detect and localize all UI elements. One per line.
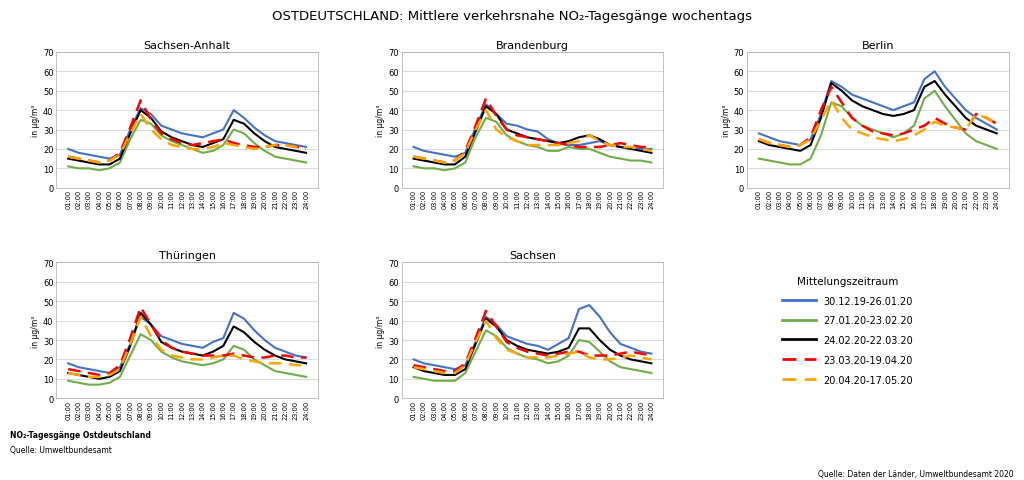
- Y-axis label: in µg/m³: in µg/m³: [31, 314, 40, 347]
- Title: Brandenburg: Brandenburg: [496, 41, 569, 50]
- Y-axis label: in µg/m³: in µg/m³: [377, 314, 385, 347]
- Text: OSTDEUTSCHLAND: Mittlere verkehrsnahe NO₂-Tagesgänge wochentags: OSTDEUTSCHLAND: Mittlere verkehrsnahe NO…: [272, 10, 752, 23]
- Title: Berlin: Berlin: [861, 41, 894, 50]
- Title: Sachsen: Sachsen: [509, 251, 556, 261]
- Text: Quelle: Daten der Länder, Umweltbundesamt 2020: Quelle: Daten der Länder, Umweltbundesam…: [818, 468, 1014, 478]
- Y-axis label: in µg/m³: in µg/m³: [377, 105, 385, 137]
- Title: Thüringen: Thüringen: [159, 251, 216, 261]
- Title: Sachsen-Anhalt: Sachsen-Anhalt: [143, 41, 230, 50]
- Text: NO₂-Tagesgänge Ostdeutschland: NO₂-Tagesgänge Ostdeutschland: [10, 430, 152, 439]
- Y-axis label: in µg/m³: in µg/m³: [722, 105, 731, 137]
- Text: Quelle: Umweltbundesamt: Quelle: Umweltbundesamt: [10, 444, 112, 454]
- Y-axis label: in µg/m³: in µg/m³: [31, 105, 40, 137]
- Legend: 30.12.19-26.01.20, 27.01.20-23.02.20, 24.02.20-22.03.20, 23.03.20-19.04.20, 20.0: 30.12.19-26.01.20, 27.01.20-23.02.20, 24…: [778, 273, 918, 389]
